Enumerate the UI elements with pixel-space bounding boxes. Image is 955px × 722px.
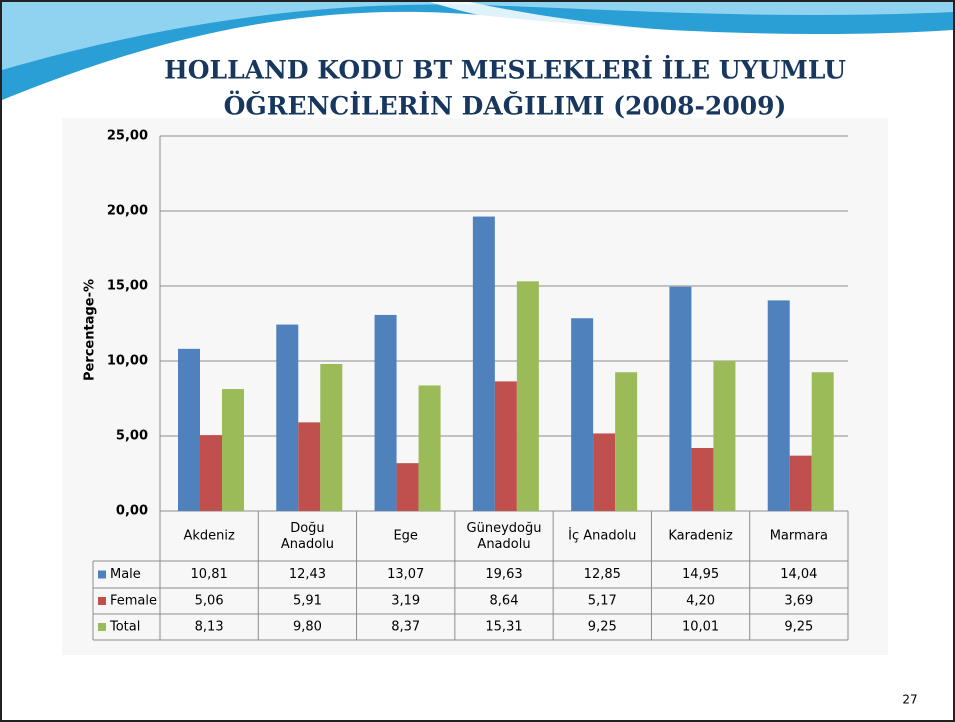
bar — [276, 324, 299, 511]
header-swoosh-light — [2, 2, 953, 70]
bar — [494, 381, 517, 511]
table-value: 8,37 — [391, 620, 420, 635]
bar — [298, 422, 321, 511]
bar — [516, 281, 539, 511]
table-value: 5,06 — [195, 594, 224, 609]
table-value: 14,04 — [780, 567, 817, 582]
bar — [396, 463, 419, 511]
y-tick-label: 5,00 — [116, 429, 148, 444]
y-tick-label: 20,00 — [107, 204, 148, 219]
bar — [789, 455, 812, 511]
table-value: 9,80 — [293, 620, 322, 635]
legend-label: Total — [109, 620, 140, 635]
table-value: 8,13 — [195, 620, 224, 635]
x-tick-label: Doğu Anadolu — [281, 521, 334, 552]
y-tick-label: 25,00 — [107, 129, 148, 144]
table-value: 13,07 — [387, 567, 424, 582]
bar — [767, 300, 790, 511]
chart-title: HOLLAND KODU BT MESLEKLERİ İLE UYUMLU — [164, 56, 846, 85]
table-value: 9,25 — [784, 620, 813, 635]
bar — [178, 348, 200, 511]
bar — [320, 364, 343, 511]
x-tick-label: Akdeniz — [183, 529, 235, 544]
table-value: 8,64 — [490, 594, 519, 609]
bar — [200, 435, 222, 511]
table-value: 9,25 — [588, 620, 617, 635]
legend-swatch — [98, 597, 106, 605]
x-tick-label: Ege — [393, 529, 417, 544]
table-value: 19,63 — [485, 567, 522, 582]
bar — [669, 286, 692, 511]
y-tick-label: 0,00 — [116, 504, 148, 519]
page-number: 27 — [902, 693, 917, 707]
bar — [571, 318, 594, 511]
y-tick-label: 10,00 — [107, 354, 148, 369]
table-value: 3,19 — [391, 594, 420, 609]
bar — [593, 433, 616, 511]
chart-title: ÖĞRENCİLERİN DAĞILIMI (2008-2009) — [224, 92, 787, 121]
table-value: 12,85 — [584, 567, 621, 582]
legend-label: Female — [110, 594, 157, 609]
table-value: 14,95 — [682, 567, 719, 582]
table-value: 5,17 — [588, 594, 617, 609]
table-value: 3,69 — [784, 594, 813, 609]
bar — [615, 372, 638, 511]
table-value: 15,31 — [485, 620, 522, 635]
bar — [691, 448, 714, 511]
table-value: 10,81 — [191, 567, 228, 582]
header-swoosh — [2, 2, 953, 100]
legend-swatch — [98, 570, 106, 579]
table-value: 5,91 — [293, 594, 322, 609]
bar — [472, 216, 495, 512]
bar — [222, 389, 244, 511]
x-tick-label: Güneydoğu Anadolu — [467, 521, 542, 552]
bar — [374, 314, 397, 511]
x-tick-label: İç Anadolu — [568, 528, 636, 544]
x-tick-label: Marmara — [770, 529, 828, 544]
x-tick-label: Karadeniz — [668, 529, 733, 544]
table-value: 4,20 — [686, 594, 715, 609]
legend-label: Male — [110, 567, 141, 582]
legend-swatch — [98, 623, 106, 631]
bar — [811, 372, 834, 511]
bar — [418, 385, 441, 511]
header-highlight — [430, 2, 953, 50]
bar — [713, 360, 736, 511]
y-axis-label: Percentage-% — [83, 279, 98, 381]
table-value: 10,01 — [682, 620, 719, 635]
table-value: 12,43 — [289, 567, 326, 582]
y-tick-label: 15,00 — [107, 279, 148, 294]
